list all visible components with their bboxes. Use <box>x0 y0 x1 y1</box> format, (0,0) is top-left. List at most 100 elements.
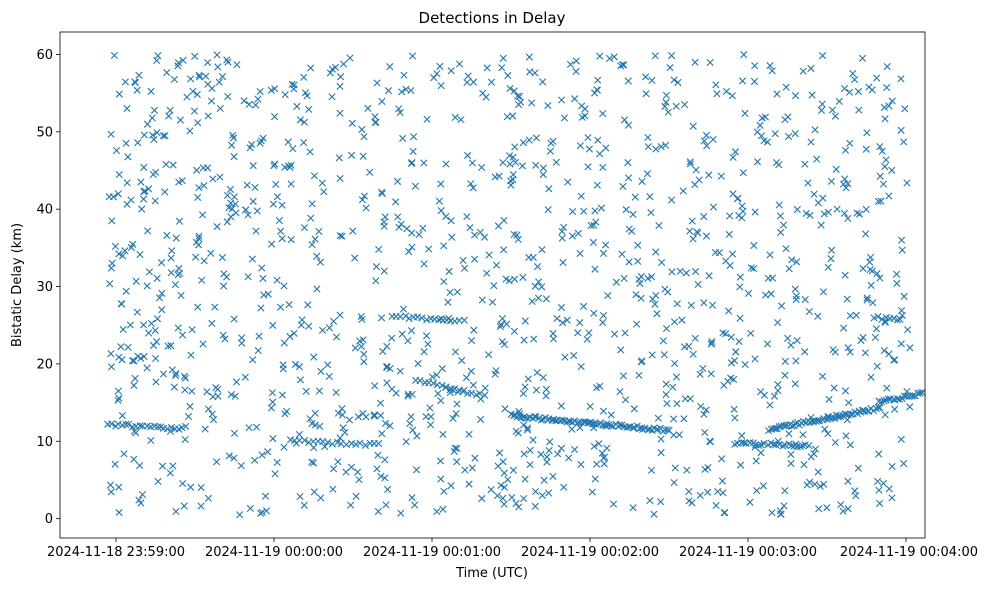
data-point <box>302 387 310 395</box>
data-point <box>147 87 155 95</box>
data-point <box>166 469 174 477</box>
data-point <box>226 185 235 194</box>
data-point <box>867 281 875 289</box>
data-point <box>128 357 137 365</box>
data-point <box>346 54 354 62</box>
data-point <box>375 439 383 448</box>
data-point <box>225 204 233 212</box>
data-point <box>768 274 777 282</box>
data-point <box>670 318 679 326</box>
data-point <box>405 314 413 323</box>
data-point <box>854 464 862 472</box>
data-point <box>407 86 415 95</box>
data-point <box>198 276 206 284</box>
data-point <box>219 331 227 339</box>
data-point <box>785 132 793 141</box>
x-axis-label: Time (UTC) <box>455 566 528 581</box>
data-point <box>494 462 502 470</box>
data-point <box>893 316 902 324</box>
data-point <box>335 154 343 162</box>
data-point <box>811 480 819 488</box>
data-point <box>249 162 257 170</box>
data-point <box>317 494 325 502</box>
data-point <box>223 56 231 64</box>
data-point <box>769 440 777 449</box>
data-point <box>875 450 883 458</box>
data-point <box>463 213 471 221</box>
data-point <box>520 421 528 429</box>
data-point <box>583 335 591 343</box>
data-point <box>324 438 332 446</box>
data-point <box>374 507 382 516</box>
data-point <box>678 316 686 324</box>
data-point <box>862 205 870 214</box>
data-point <box>383 379 391 387</box>
data-point <box>450 447 458 455</box>
data-point <box>545 489 553 497</box>
data-point <box>900 292 908 300</box>
data-point <box>252 227 260 235</box>
data-point <box>842 432 850 440</box>
data-point <box>519 139 527 147</box>
data-point <box>175 178 183 186</box>
data-point <box>693 228 701 236</box>
data-point <box>359 152 367 160</box>
data-point <box>909 392 917 400</box>
data-point <box>571 446 579 454</box>
data-point <box>844 214 852 223</box>
data-point <box>817 221 825 229</box>
data-point <box>620 61 628 69</box>
data-point <box>467 367 475 375</box>
data-point <box>823 504 831 512</box>
data-point <box>181 435 189 444</box>
data-point <box>730 375 738 384</box>
data-point <box>143 282 151 290</box>
data-point <box>576 424 584 432</box>
data-point <box>470 326 478 334</box>
data-point <box>426 404 434 412</box>
data-point <box>149 341 158 350</box>
data-point <box>572 57 580 65</box>
data-point <box>657 449 665 457</box>
data-point <box>696 491 704 499</box>
data-point <box>831 348 839 356</box>
data-point <box>612 278 621 286</box>
data-point <box>530 335 538 343</box>
data-point <box>278 235 286 243</box>
data-point <box>879 180 888 188</box>
data-point <box>773 90 781 98</box>
data-point <box>215 78 223 86</box>
data-point <box>405 248 413 256</box>
data-point <box>526 446 534 454</box>
data-point <box>709 135 717 144</box>
data-point <box>209 416 218 424</box>
data-point <box>514 92 522 100</box>
data-point <box>661 426 669 434</box>
data-point <box>895 395 904 403</box>
data-point <box>268 389 277 397</box>
data-point <box>662 91 671 99</box>
data-point <box>576 142 584 150</box>
data-point <box>214 385 222 393</box>
data-point <box>382 501 390 509</box>
data-point <box>616 388 624 396</box>
data-point <box>898 246 906 254</box>
data-point <box>145 268 154 276</box>
data-point <box>372 277 380 285</box>
data-point <box>483 269 491 277</box>
data-point <box>336 73 345 81</box>
data-point <box>500 216 508 225</box>
data-point <box>478 163 486 172</box>
data-point <box>300 224 309 232</box>
data-point <box>280 282 288 290</box>
data-point <box>687 301 695 309</box>
data-point <box>413 432 421 440</box>
data-point <box>440 487 448 495</box>
data-point <box>873 362 881 370</box>
data-point <box>588 488 596 496</box>
data-point <box>167 342 175 350</box>
data-point <box>594 136 602 144</box>
data-point <box>866 258 874 266</box>
data-point <box>408 243 416 251</box>
